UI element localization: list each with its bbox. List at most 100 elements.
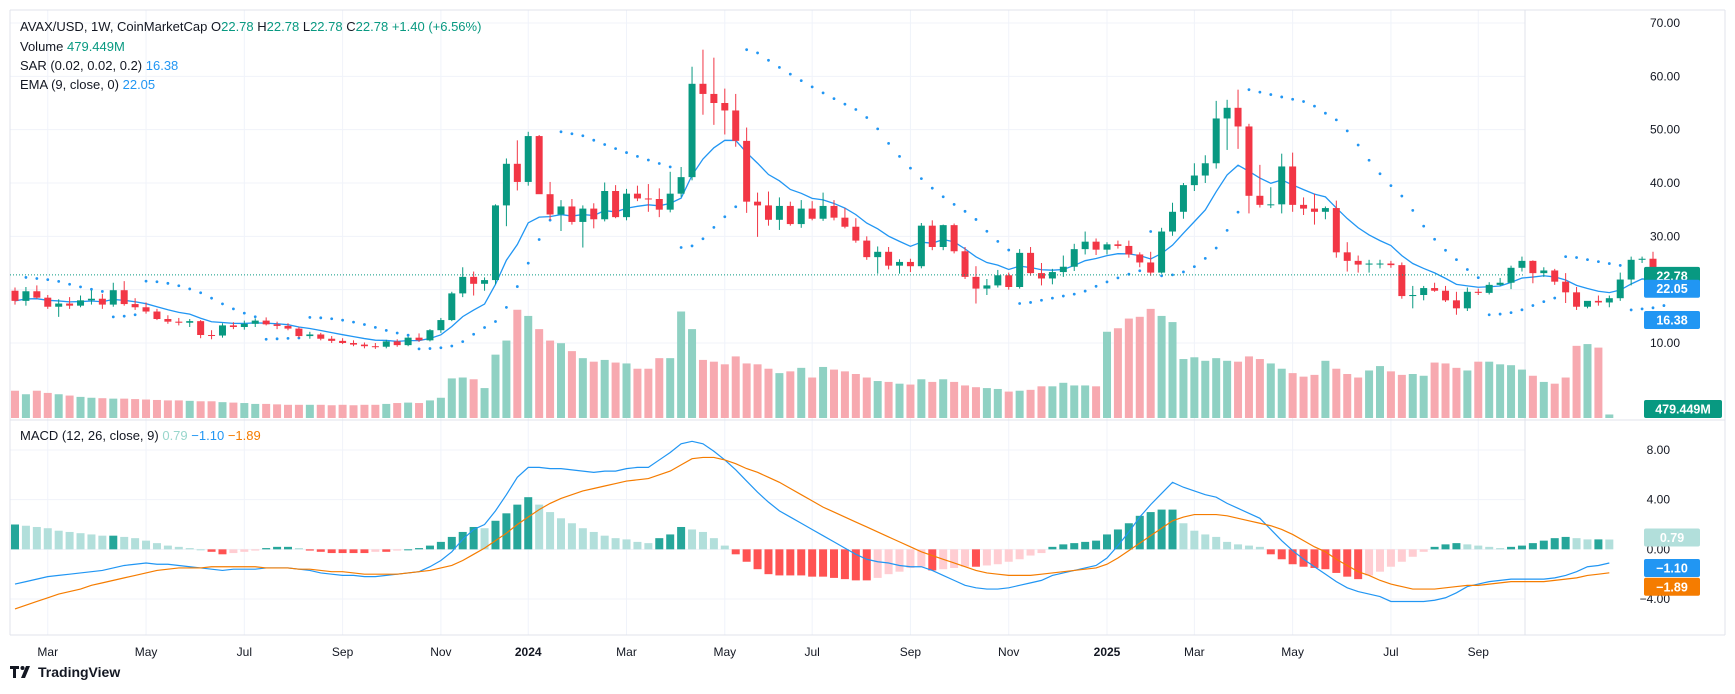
volume-bar xyxy=(513,309,522,418)
volume-bar xyxy=(360,404,369,418)
volume-bar xyxy=(1583,344,1592,418)
macd-hist-bar xyxy=(404,549,413,551)
candle-body xyxy=(579,208,587,222)
candle-body xyxy=(721,103,729,111)
sar-value: 16.38 xyxy=(145,58,179,73)
time-tick-label: Nov xyxy=(998,645,1019,659)
sar-dot xyxy=(788,72,792,76)
candle-body xyxy=(1562,281,1570,293)
price-tick-label: 50.00 xyxy=(1650,123,1680,137)
macd-hist-bar xyxy=(1135,515,1144,550)
time-tick-label: May xyxy=(713,645,736,659)
macd-hist-bar xyxy=(1103,534,1111,550)
volume-bar xyxy=(1037,386,1046,418)
candle-body xyxy=(1442,290,1450,301)
candle-body xyxy=(950,225,958,252)
candle-body xyxy=(1300,204,1308,209)
volume-bar xyxy=(1288,373,1297,418)
sar-dot xyxy=(177,284,181,288)
time-tick-label: May xyxy=(135,645,158,659)
candle-body xyxy=(55,303,63,307)
macd-hist-bar xyxy=(491,520,500,550)
candle-body xyxy=(44,297,52,307)
sar-dot xyxy=(264,337,268,341)
time-tick-label: Sep xyxy=(900,645,922,659)
candle-body xyxy=(841,217,849,227)
candle-body xyxy=(808,208,816,219)
sar-dot xyxy=(221,302,224,306)
macd-hist-bar xyxy=(142,540,151,550)
candle-body xyxy=(939,225,947,247)
change-value: +1.40 (+6.56%) xyxy=(391,19,482,34)
volume-tag: 479.449M xyxy=(1655,403,1711,417)
tradingview-logo-icon xyxy=(10,666,30,678)
volume-bar xyxy=(1550,383,1559,418)
volume-bar xyxy=(1244,356,1253,418)
sar-dot xyxy=(133,313,137,317)
sar-dot xyxy=(144,279,148,283)
candle-body xyxy=(1158,231,1166,273)
close-label: C xyxy=(346,19,356,34)
macd-hist-bar xyxy=(1212,536,1221,550)
candle-body xyxy=(1179,185,1187,212)
sar-dot xyxy=(778,65,781,69)
sar-dot xyxy=(1192,265,1196,269)
sar-dot xyxy=(1182,270,1185,274)
volume-bar xyxy=(1190,357,1199,418)
candle-body xyxy=(786,205,794,225)
sar-dot xyxy=(996,239,1000,243)
sar-dot xyxy=(537,238,541,241)
macd-hist-bar xyxy=(76,533,85,550)
volume-bar xyxy=(382,403,391,418)
volume-bar xyxy=(862,377,871,418)
sar-dot xyxy=(188,287,192,291)
volume-bar xyxy=(1354,377,1363,418)
volume-bar xyxy=(1605,414,1614,418)
candle-body xyxy=(1016,252,1024,287)
candle-body xyxy=(328,338,336,341)
sar-dot xyxy=(472,332,476,336)
candle-body xyxy=(688,83,696,178)
macd-hist-bar xyxy=(131,538,140,550)
volume-bar xyxy=(21,394,30,418)
macd-hist-bar xyxy=(655,538,664,550)
sar-dot xyxy=(1487,313,1491,317)
sar-dot xyxy=(68,282,71,286)
candle-body xyxy=(1431,288,1439,291)
volume-bar xyxy=(797,367,806,418)
candle-body xyxy=(404,337,412,346)
candle-body xyxy=(360,344,368,347)
sar-tag-bg xyxy=(1644,310,1700,329)
macd-hist-bar xyxy=(469,526,478,550)
sar-dot xyxy=(395,331,399,335)
sar-dot xyxy=(1105,280,1109,284)
volume-bar xyxy=(1365,370,1374,418)
macd-hist-bar xyxy=(152,543,161,550)
candle-body xyxy=(1540,270,1548,274)
macd-hist-bar xyxy=(961,549,970,567)
volume-bar xyxy=(1321,360,1330,418)
candle-body xyxy=(885,251,893,266)
volume-bar xyxy=(174,400,183,418)
volume-bar xyxy=(447,378,456,418)
candle-body xyxy=(11,290,19,301)
sar-dot xyxy=(57,279,61,283)
candle-body xyxy=(1496,282,1504,285)
candle-body xyxy=(164,319,172,322)
sar-dot xyxy=(79,285,82,289)
macd-hist-bar xyxy=(185,548,194,550)
volume-bar xyxy=(54,394,63,418)
sar-dot xyxy=(1575,256,1578,259)
volume-bar xyxy=(1507,365,1516,418)
sar-dot xyxy=(341,318,344,322)
macd-hist-bar xyxy=(709,538,718,550)
macd-hist-bar xyxy=(87,534,96,550)
candle-body xyxy=(1627,259,1635,280)
macd-hist-bar xyxy=(109,535,118,550)
candle-body xyxy=(655,199,663,210)
open-label: O xyxy=(210,19,222,34)
macd-hist-bar xyxy=(349,549,358,554)
footer-brand[interactable]: TradingView xyxy=(10,664,120,680)
time-tick-label: Nov xyxy=(430,645,451,659)
